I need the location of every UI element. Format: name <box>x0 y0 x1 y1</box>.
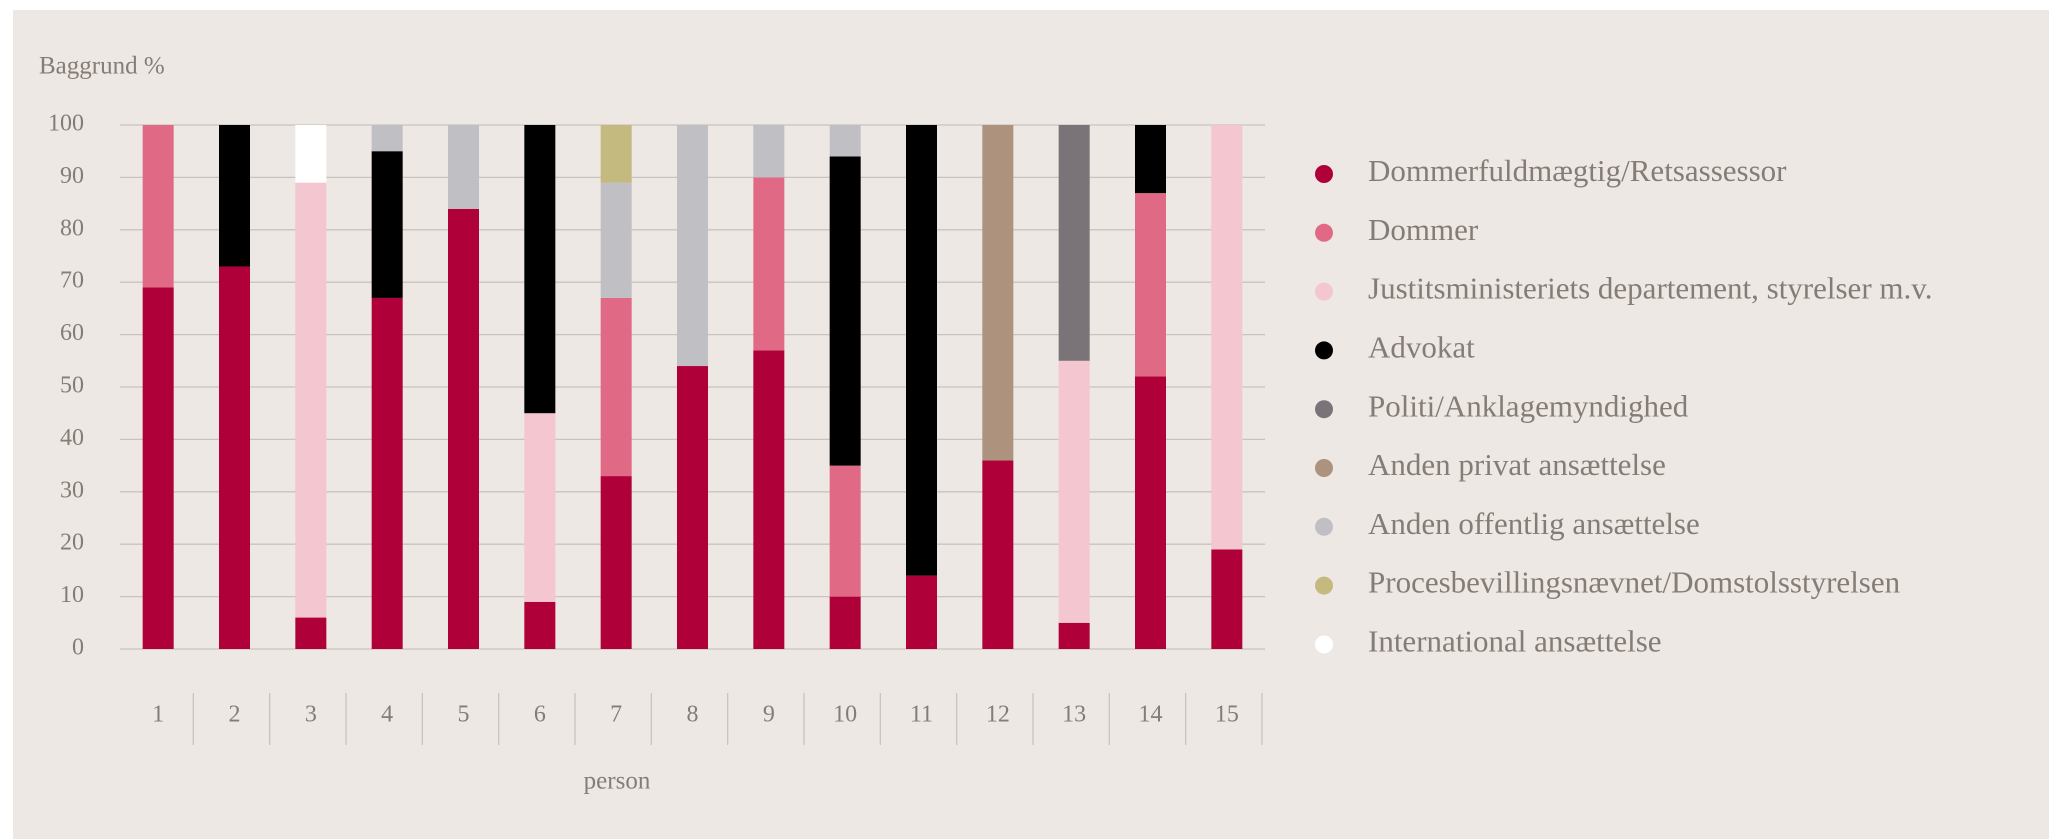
legend-swatch <box>1315 282 1333 301</box>
bar-segment <box>1058 360 1090 623</box>
bar-segment <box>1135 376 1166 649</box>
bar-segment <box>753 350 785 649</box>
x-tick-label: 3 <box>305 702 317 728</box>
background <box>13 10 2049 839</box>
bar-segment <box>982 125 1014 461</box>
x-tick-label: 8 <box>687 702 699 728</box>
bar-segment <box>371 125 403 152</box>
y-tick-label: 80 <box>60 215 84 241</box>
x-tick-label: 13 <box>1062 702 1086 728</box>
bar-segment <box>142 125 174 288</box>
y-axis-label: Baggrund % <box>39 53 165 80</box>
bar-segment <box>677 366 708 649</box>
legend-label: Procesbevillingsnævnet/Domstolsstyrelsen <box>1368 565 1901 600</box>
bar-segment <box>753 177 785 351</box>
bar-segment <box>1135 193 1166 377</box>
bar-segment <box>600 476 632 649</box>
legend-swatch <box>1315 341 1333 360</box>
y-tick-label: 0 <box>72 635 84 661</box>
bar-segment <box>371 151 403 298</box>
x-tick-label: 4 <box>381 702 393 728</box>
x-tick-label: 11 <box>910 702 933 728</box>
y-tick-label: 50 <box>60 373 84 399</box>
x-tick-label: 14 <box>1139 702 1163 728</box>
legend-label: Dommer <box>1368 212 1479 247</box>
legend-label: Advokat <box>1368 330 1475 365</box>
bar-segment <box>524 413 556 602</box>
bar-segment <box>371 297 403 649</box>
legend-label: Dommerfuldmægtig/Retsassessor <box>1368 153 1787 188</box>
bar-segment <box>906 125 937 576</box>
x-tick-label: 6 <box>534 702 546 728</box>
legend-swatch <box>1315 223 1333 242</box>
x-tick-label: 2 <box>229 702 241 728</box>
bar-segment <box>1135 125 1166 194</box>
bar-segment <box>448 208 479 649</box>
x-tick-label: 12 <box>986 702 1010 728</box>
legend-swatch <box>1315 400 1333 419</box>
bar-segment <box>219 266 250 649</box>
y-tick-label: 60 <box>60 320 84 346</box>
bar-segment <box>982 460 1014 649</box>
bar-segment <box>829 156 861 466</box>
bar-segment <box>295 617 327 649</box>
legend-label: International ansættelse <box>1368 624 1662 659</box>
bar-segment <box>677 125 708 367</box>
x-tick-label: 7 <box>610 702 622 728</box>
x-axis-label: person <box>584 768 651 795</box>
x-tick-label: 5 <box>458 702 470 728</box>
legend-label: Anden offentlig ansættelse <box>1368 506 1700 541</box>
bar-segment <box>1058 622 1090 649</box>
bar-segment <box>829 465 861 597</box>
bar-segment <box>524 601 556 649</box>
bar-segment <box>295 125 327 183</box>
bar-segment <box>600 297 632 477</box>
bar-segment <box>829 596 861 649</box>
bar-segment <box>1211 549 1243 649</box>
x-tick-label: 15 <box>1215 702 1239 728</box>
x-tick-label: 1 <box>152 702 164 728</box>
bar-segment <box>524 125 556 414</box>
bar-segment <box>906 575 937 649</box>
legend-label: Politi/Anklagemyndighed <box>1368 388 1689 423</box>
y-tick-label: 100 <box>48 111 84 137</box>
y-tick-label: 20 <box>60 530 84 556</box>
legend-swatch <box>1315 517 1333 536</box>
bar-segment <box>1211 125 1243 550</box>
y-tick-label: 40 <box>60 425 84 451</box>
y-tick-label: 70 <box>60 268 84 294</box>
bar-segment <box>600 125 632 183</box>
bar-segment <box>753 125 785 178</box>
y-tick-label: 10 <box>60 582 84 608</box>
x-tick-label: 9 <box>763 702 775 728</box>
bar-segment <box>448 125 479 209</box>
bar-segment <box>219 125 250 267</box>
legend-swatch <box>1315 576 1333 595</box>
legend-swatch <box>1315 165 1333 183</box>
y-tick-label: 90 <box>60 163 84 189</box>
bar-segment <box>1058 125 1090 361</box>
bar-segment <box>829 125 861 157</box>
bar-segment <box>142 287 174 649</box>
y-tick-label: 30 <box>60 477 84 503</box>
legend-label: Justitsministeriets departement, styrels… <box>1368 271 1933 306</box>
legend-label: Anden privat ansættelse <box>1368 447 1666 482</box>
x-tick-label: 10 <box>833 702 857 728</box>
legend-swatch <box>1315 635 1333 654</box>
bar-segment <box>295 182 327 618</box>
bar-segment <box>600 182 632 298</box>
legend-swatch <box>1315 459 1333 477</box>
